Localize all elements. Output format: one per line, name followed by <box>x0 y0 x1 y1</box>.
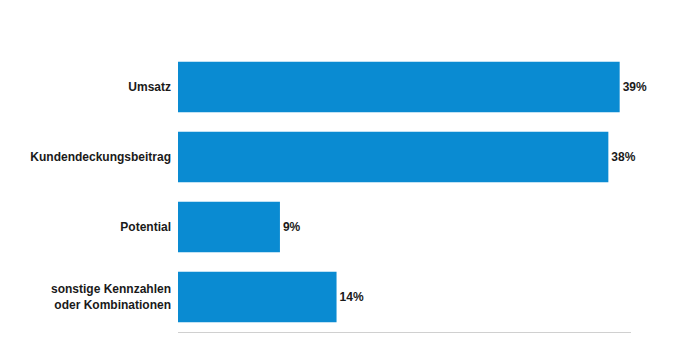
svg-text:Kundendeckungsbeitrag: Kundendeckungsbeitrag <box>30 150 171 164</box>
svg-text:9%: 9% <box>283 220 301 234</box>
svg-text:Potential: Potential <box>120 220 171 234</box>
svg-text:sonstige Kennzahlenoder Kombin: sonstige Kennzahlenoder Kombinationen <box>51 282 171 312</box>
svg-text:Umsatz: Umsatz <box>128 80 171 94</box>
svg-text:39%: 39% <box>623 80 647 94</box>
svg-text:38%: 38% <box>611 150 635 164</box>
svg-text:14%: 14% <box>340 290 364 304</box>
